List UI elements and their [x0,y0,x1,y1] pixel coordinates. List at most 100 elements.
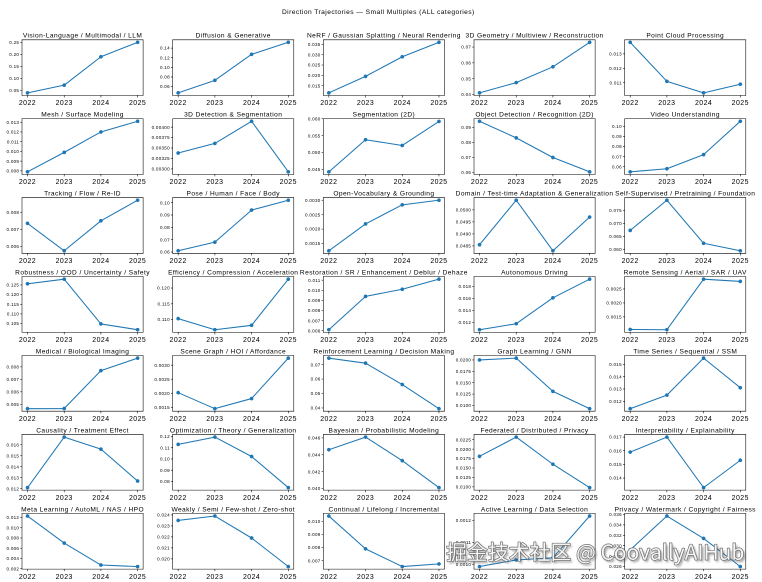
svg-text:2025: 2025 [129,495,146,502]
svg-text:0.050: 0.050 [308,150,321,155]
svg-text:2023: 2023 [56,100,73,107]
svg-text:2024: 2024 [243,258,260,265]
svg-text:0.00300: 0.00300 [152,167,171,172]
svg-text:2025: 2025 [129,574,146,581]
svg-text:0.032: 0.032 [609,533,622,538]
svg-text:2022: 2022 [19,574,36,581]
svg-text:0.07: 0.07 [612,154,622,159]
svg-text:0.0030: 0.0030 [305,198,321,203]
svg-text:2024: 2024 [544,495,561,502]
svg-text:0.008: 0.008 [6,536,19,541]
svg-text:2024: 2024 [394,574,411,581]
svg-text:2022: 2022 [320,574,337,581]
svg-text:2024: 2024 [544,258,561,265]
svg-text:0.12: 0.12 [160,55,170,60]
svg-text:2023: 2023 [658,574,675,581]
svg-text:0.013: 0.013 [609,387,622,392]
svg-text:0.14: 0.14 [160,46,170,51]
svg-text:2022: 2022 [170,337,187,344]
svg-text:0.075: 0.075 [609,208,622,213]
svg-text:0.020: 0.020 [157,557,170,562]
svg-text:0.04: 0.04 [461,92,471,97]
svg-text:0.008: 0.008 [308,545,321,550]
svg-text:2022: 2022 [170,495,187,502]
svg-text:0.09: 0.09 [160,468,170,473]
svg-text:0.120: 0.120 [157,286,170,291]
svg-text:0.060: 0.060 [308,116,321,121]
svg-text:Tracking / Flow / Re-ID: Tracking / Flow / Re-ID [44,191,121,198]
svg-text:2022: 2022 [19,337,36,344]
svg-text:0.013: 0.013 [6,120,19,125]
svg-text:0.0495: 0.0495 [456,220,472,225]
svg-text:2022: 2022 [19,179,36,186]
svg-text:Interpretability / Explainabil: Interpretability / Explainability [636,427,736,434]
svg-text:0.04: 0.04 [311,406,321,411]
svg-text:Remote Sensing / Aerial / SAR: Remote Sensing / Aerial / SAR / UAV [624,270,747,277]
svg-text:2025: 2025 [430,495,447,502]
svg-text:0.060: 0.060 [609,247,622,252]
svg-text:0.011: 0.011 [609,80,622,85]
svg-text:2025: 2025 [430,416,447,423]
svg-text:0.0125: 0.0125 [456,475,472,480]
svg-text:2025: 2025 [732,495,749,502]
svg-text:0.011: 0.011 [7,139,20,144]
svg-text:0.070: 0.070 [609,221,622,226]
svg-text:2025: 2025 [732,179,749,186]
svg-text:0.007: 0.007 [308,318,321,323]
svg-text:2024: 2024 [92,100,109,107]
svg-text:2024: 2024 [394,416,411,423]
svg-text:0.015: 0.015 [609,462,622,467]
svg-text:0.012: 0.012 [6,486,19,491]
svg-text:0.015: 0.015 [609,362,622,367]
svg-text:0.110: 0.110 [7,312,20,317]
svg-text:Bayesian / Probabilistic Model: Bayesian / Probabilistic Modeling [329,427,440,434]
svg-text:0.0030: 0.0030 [154,363,170,368]
svg-text:0.007: 0.007 [6,377,19,382]
svg-text:0.034: 0.034 [609,523,622,528]
svg-text:Time Series / Sequential / SSM: Time Series / Sequential / SSM [633,349,737,356]
svg-text:0.115: 0.115 [157,301,170,306]
svg-text:2023: 2023 [508,574,525,581]
svg-text:2023: 2023 [658,258,675,265]
svg-text:Pose / Human / Face / Body: Pose / Human / Face / Body [187,191,281,198]
svg-text:Continual / Lifelong / Increme: Continual / Lifelong / Incremental [329,506,440,513]
svg-text:2025: 2025 [280,416,297,423]
svg-text:0.010: 0.010 [6,149,19,154]
svg-text:2025: 2025 [430,574,447,581]
svg-text:Efficiency / Compression / Acc: Efficiency / Compression / Acceleration [168,270,298,277]
svg-text:2024: 2024 [92,258,109,265]
svg-text:2025: 2025 [280,495,297,502]
svg-text:0.00350: 0.00350 [152,146,171,151]
svg-text:2022: 2022 [471,100,488,107]
svg-text:0.045: 0.045 [308,167,321,172]
svg-text:0.012: 0.012 [609,399,622,404]
svg-text:Optimization / Theory / Genera: Optimization / Theory / Generalization [170,427,297,434]
svg-text:0.0150: 0.0150 [456,466,472,471]
svg-text:2023: 2023 [508,258,525,265]
svg-text:Medical / Biological Imaging: Medical / Biological Imaging [36,349,130,356]
svg-text:2024: 2024 [544,179,561,186]
svg-text:2023: 2023 [658,495,675,502]
svg-text:0.010: 0.010 [6,525,19,530]
svg-text:Diffusion & Generative: Diffusion & Generative [196,33,271,40]
svg-text:0.026: 0.026 [609,564,622,569]
svg-text:2024: 2024 [243,416,260,423]
svg-text:NeRF / Gaussian Splatting / Ne: NeRF / Gaussian Splatting / Neural Rende… [307,33,461,40]
svg-text:0.06: 0.06 [461,60,471,65]
svg-text:0.20: 0.20 [9,52,19,57]
svg-text:0.007: 0.007 [6,227,19,232]
svg-text:0.016: 0.016 [609,448,622,453]
svg-text:Scene Graph / HOI / Affordance: Scene Graph / HOI / Affordance [180,349,286,356]
svg-text:0.0015: 0.0015 [305,241,321,246]
svg-text:2025: 2025 [280,337,297,344]
svg-text:Federated / Distributed / Priv: Federated / Distributed / Privacy [481,427,589,434]
svg-text:2023: 2023 [206,574,223,581]
svg-text:2023: 2023 [206,337,223,344]
svg-text:2025: 2025 [732,574,749,581]
svg-text:0.0100: 0.0100 [456,485,472,490]
svg-text:2023: 2023 [56,495,73,502]
svg-text:2025: 2025 [732,258,749,265]
svg-text:0.014: 0.014 [609,374,622,379]
svg-text:0.015: 0.015 [6,453,19,458]
svg-text:2025: 2025 [129,337,146,344]
